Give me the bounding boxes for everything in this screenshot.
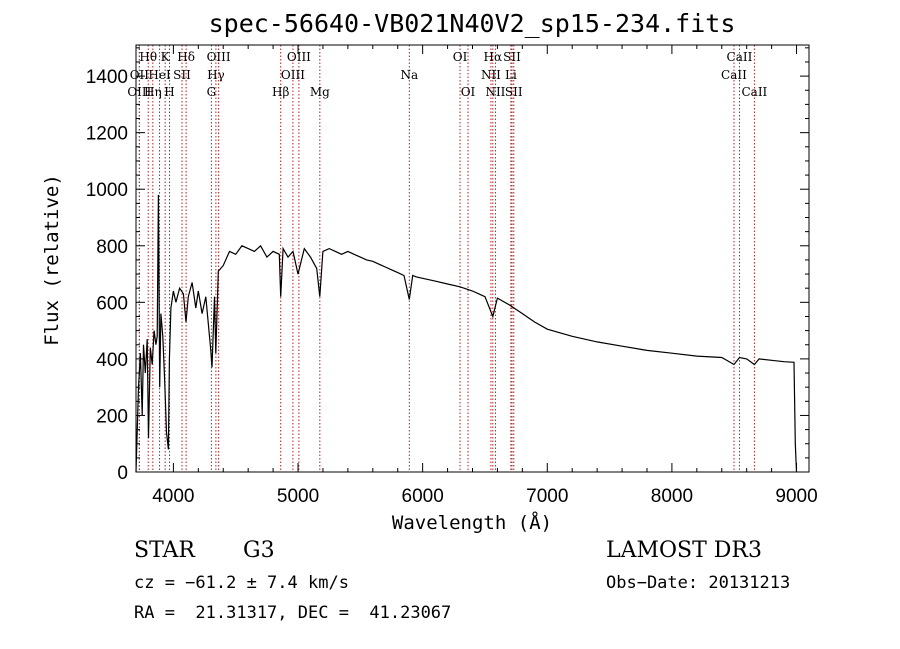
flux-series-line [135, 194, 798, 473]
object-subclass: G3 [243, 538, 275, 563]
x-tick-label: 9000 [775, 486, 817, 507]
spectral-line-label: Na [400, 68, 418, 82]
object-class: STAR [134, 538, 195, 563]
x-tick-label: 5000 [277, 486, 319, 507]
spectral-line-label: CaII [721, 68, 747, 82]
y-tick-label: 1200 [86, 124, 128, 145]
spectral-line-label: Hθ [139, 50, 157, 64]
y-axis-ticks: 0 200 400 600 800 1000 1200 1400 [86, 47, 809, 484]
spectral-line-label: K [161, 50, 171, 64]
spectral-line-label: OIII [207, 50, 231, 64]
x-axis-label: Wavelength (Å) [392, 511, 552, 534]
spectral-line-label: Hγ [207, 68, 225, 82]
spectral-line-label: OI [453, 50, 468, 64]
x-tick-label: 8000 [651, 486, 693, 507]
spectral-line-label: NII [485, 85, 505, 99]
chart-title: spec-56640-VB021N40V2_sp15-234.fits [209, 9, 736, 38]
spectral-line-label: HeI [148, 68, 171, 82]
y-tick-label: 600 [96, 293, 128, 314]
spectral-line-label: SII [505, 85, 523, 99]
y-tick-label: 400 [96, 350, 128, 371]
y-axis-label: Flux (relative) [41, 174, 63, 346]
observation-date: Obs−Date: 20131213 [606, 573, 791, 593]
spectral-line-label: SII [503, 50, 521, 64]
y-tick-label: 1400 [86, 67, 128, 88]
x-tick-label: 6000 [402, 486, 444, 507]
x-axis-ticks: 4000 5000 6000 7000 8000 9000 [152, 45, 818, 507]
spectral-line-label: OIII [281, 68, 305, 82]
x-tick-label: 4000 [152, 486, 194, 507]
spectral-line-label: Hδ [177, 50, 195, 64]
spectral-line-label: Li [505, 68, 517, 82]
spectral-line-label: Mg [310, 85, 330, 99]
spectral-line-label: Hα [484, 50, 503, 64]
spectral-line-label: OI [461, 85, 476, 99]
spectral-line-label: OII [130, 68, 150, 82]
spectral-line-labels: Hθ OII OIII K HeI Hη Hδ SII H OIII Hγ G OIII OIII Hβ Mg… [127, 50, 767, 99]
spectral-line-label: Hη [144, 85, 162, 99]
plot-frame [135, 44, 810, 473]
survey-name: LAMOST DR3 [606, 538, 762, 563]
spectral-line-label: H [164, 85, 174, 99]
y-tick-label: 200 [96, 406, 128, 427]
x-tick-label: 7000 [526, 486, 568, 507]
sky-coordinates: RA = 21.31317, DEC = 41.23067 [134, 603, 452, 623]
spectral-line-label: CaII [741, 85, 767, 99]
spectral-line-label: OIII [127, 85, 151, 99]
redshift-value: cz = −61.2 ± 7.4 km/s [134, 573, 349, 593]
y-tick-label: 800 [96, 237, 128, 258]
spectral-line-label: Hβ [272, 85, 289, 99]
spectral-line-label: CaII [727, 50, 753, 64]
spectral-line-label: NII [481, 68, 501, 82]
spectral-line-markers [138, 45, 755, 472]
spectral-line-label: G [207, 85, 217, 99]
y-tick-label: 0 [117, 463, 128, 484]
spectral-line-label: SII [173, 68, 191, 82]
spectral-line-label: OIII [287, 50, 311, 64]
y-tick-label: 1000 [86, 180, 128, 201]
